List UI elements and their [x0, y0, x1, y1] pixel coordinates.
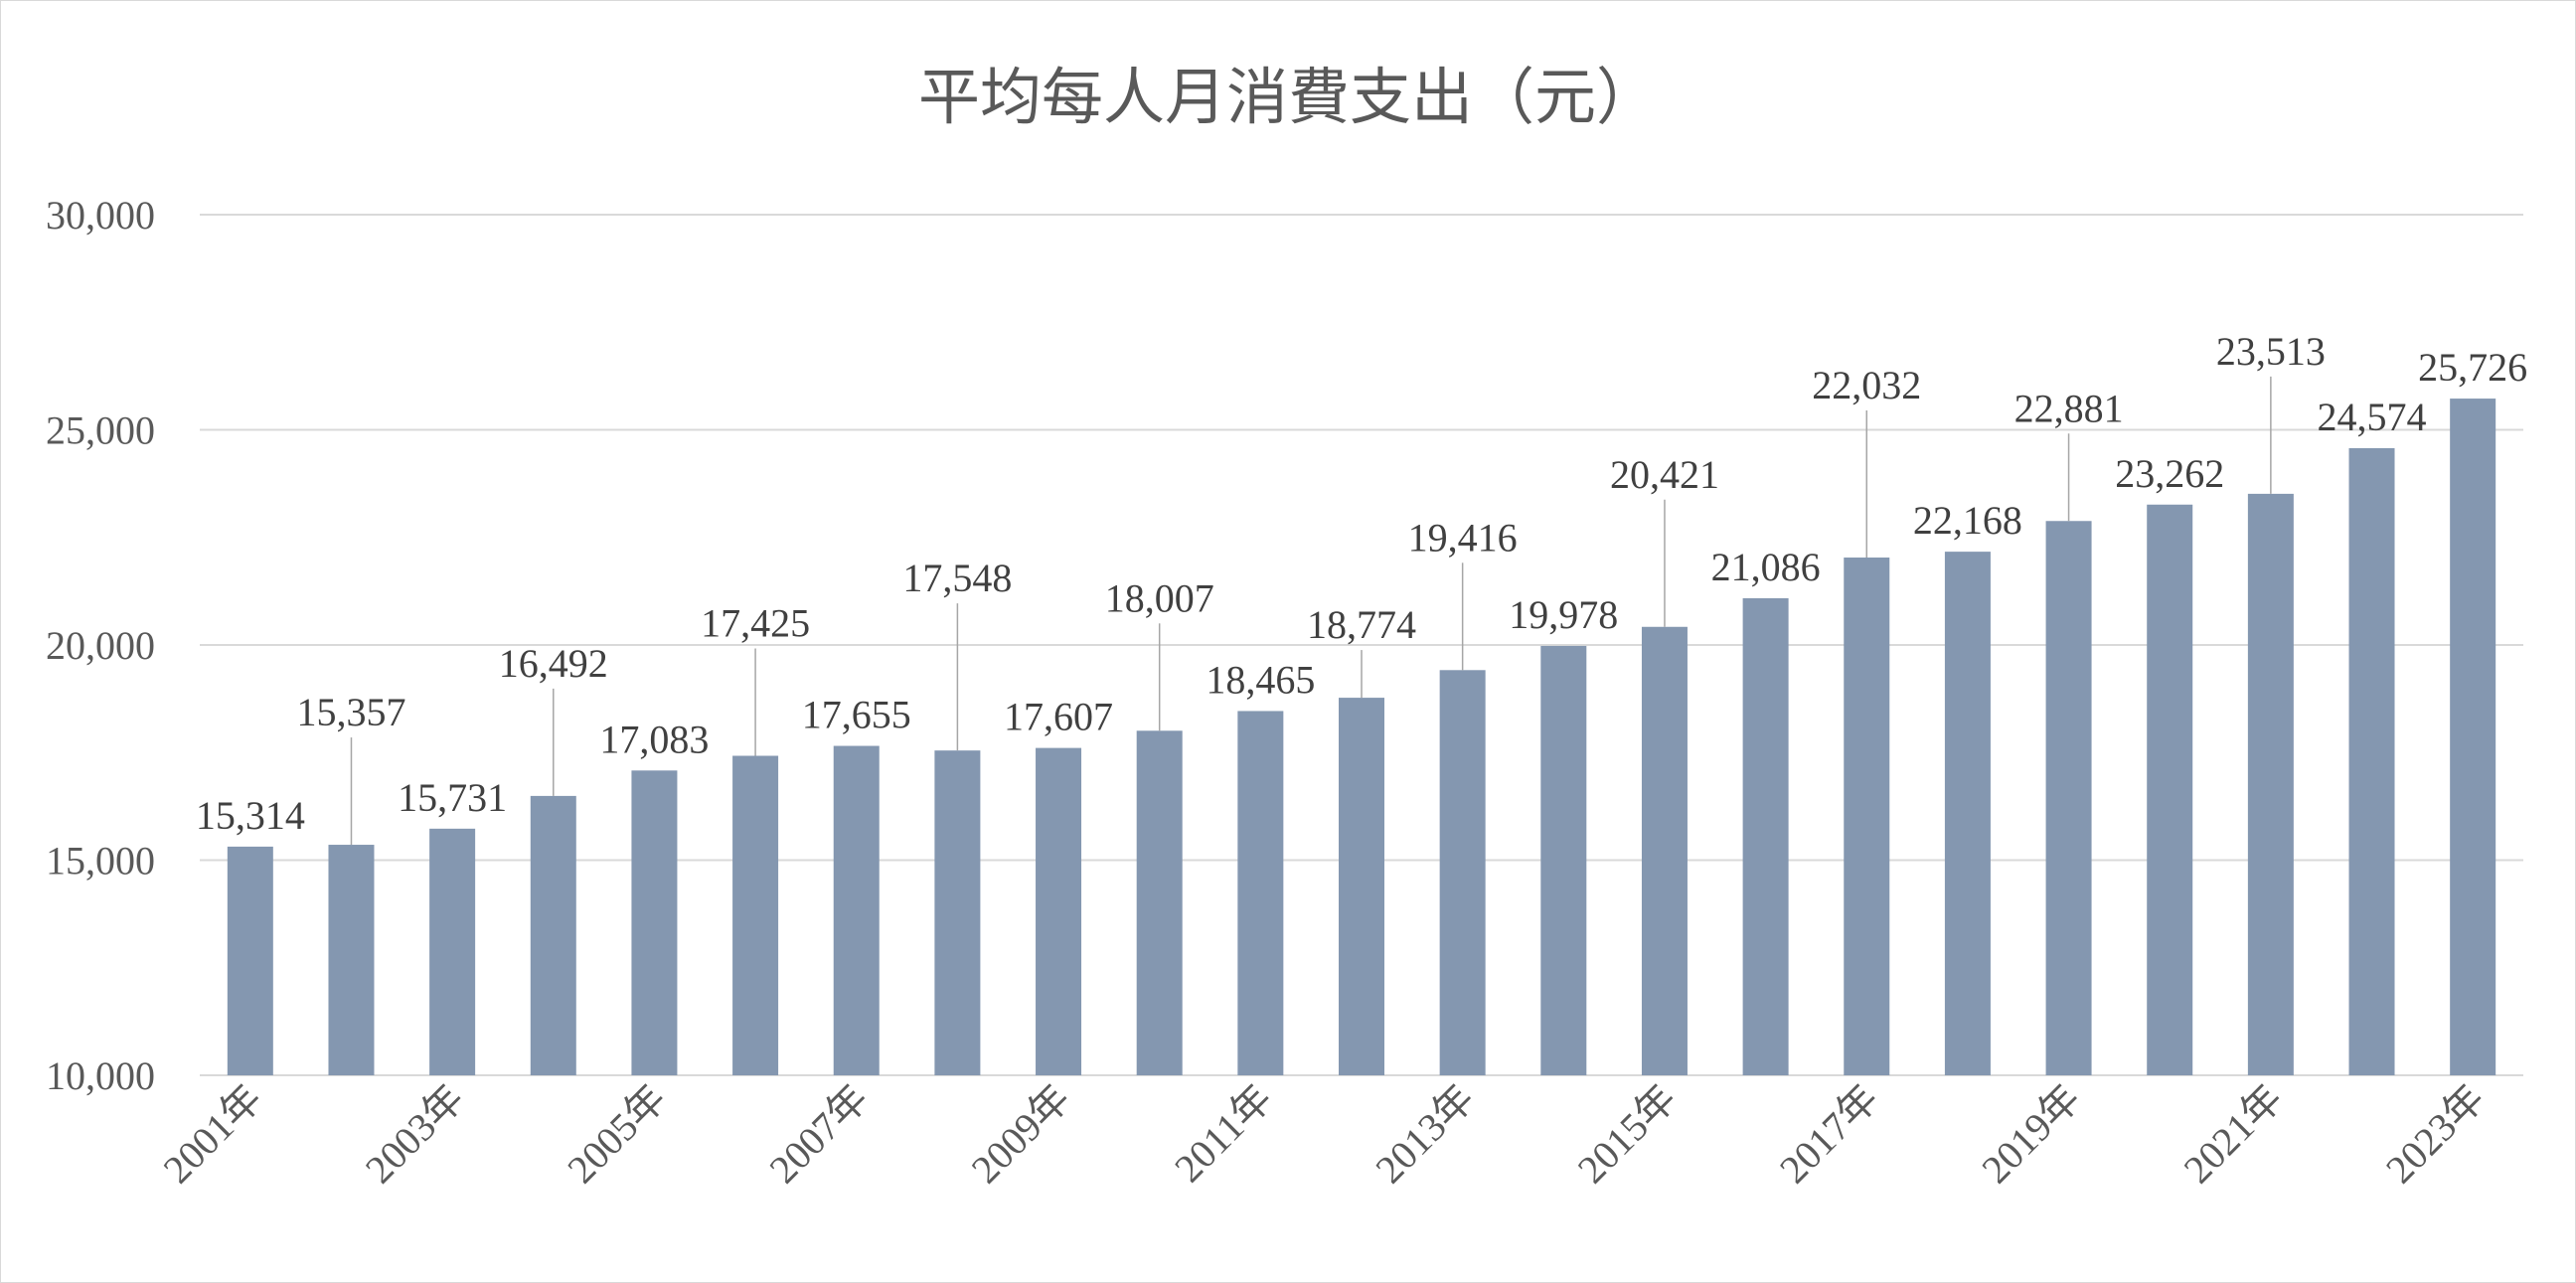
data-label: 23,262: [2115, 451, 2224, 496]
bar: [328, 845, 375, 1075]
data-label: 17,083: [599, 717, 709, 761]
x-tick-label: 2001年: [155, 1076, 271, 1193]
data-label: 25,726: [2418, 345, 2527, 390]
x-tick-label: 2021年: [2175, 1076, 2292, 1193]
y-axis-ticks: 10,000 15,000 20,000 25,000 30,000: [46, 193, 155, 1098]
x-tick-label: 2015年: [1569, 1076, 1686, 1193]
bar: [429, 828, 476, 1075]
y-tick-label: 20,000: [46, 623, 155, 668]
bar: [2247, 493, 2294, 1075]
data-label-leaders: [350, 376, 2272, 846]
data-label: 18,774: [1307, 602, 1416, 647]
bar: [1540, 645, 1587, 1075]
data-label: 22,168: [1913, 498, 2022, 543]
data-label: 19,416: [1408, 515, 1518, 560]
bar: [1742, 597, 1789, 1075]
bar: [1944, 552, 1991, 1075]
bar: [2045, 521, 2092, 1075]
bar: [1439, 670, 1486, 1075]
data-label: 15,731: [398, 775, 507, 820]
data-label: 17,607: [1004, 695, 1113, 739]
data-label: 24,574: [2318, 395, 2427, 439]
bar: [631, 770, 678, 1075]
bar: [934, 750, 981, 1075]
x-tick-label: 2009年: [963, 1076, 1079, 1193]
data-label: 16,492: [499, 641, 608, 686]
bar: [2147, 504, 2193, 1076]
bar: [1237, 711, 1284, 1075]
x-tick-label: 2003年: [357, 1076, 473, 1193]
data-label: 23,513: [2216, 329, 2326, 374]
x-axis-ticks: 2001年 2003年 2005年 2007年 2009年 2011年 2013年 2015年…: [155, 1076, 2494, 1193]
x-tick-label: 2007年: [760, 1076, 877, 1193]
y-tick-label: 15,000: [46, 839, 155, 883]
y-tick-label: 25,000: [46, 408, 155, 453]
bar: [732, 755, 779, 1075]
x-tick-label: 2019年: [1973, 1076, 2089, 1193]
bars: [227, 399, 2496, 1076]
bar: [1136, 730, 1183, 1075]
data-label: 17,548: [902, 556, 1012, 600]
bar: [227, 846, 273, 1075]
gridlines: [200, 214, 2523, 1076]
bar: [2450, 399, 2496, 1075]
data-labels: 15,314 15,357 15,731 16,492 17,083 17,425 17,6…: [196, 329, 2527, 838]
data-label: 17,655: [802, 693, 911, 737]
data-label: 15,314: [196, 793, 305, 838]
chart-title: 平均每人月消費支出（元）: [918, 61, 1658, 133]
bar: [1844, 558, 1890, 1075]
data-label: 19,978: [1509, 592, 1618, 637]
bar: [1339, 698, 1384, 1075]
bar: [530, 795, 576, 1075]
data-label: 18,007: [1105, 575, 1214, 620]
data-label: 18,465: [1206, 657, 1315, 702]
data-label: 17,425: [701, 600, 810, 645]
bar: [1036, 747, 1082, 1075]
bar: [833, 745, 880, 1075]
bar: [1641, 626, 1688, 1075]
x-tick-label: 2023年: [2377, 1076, 2494, 1193]
x-tick-label: 2013年: [1367, 1076, 1483, 1193]
x-tick-label: 2017年: [1771, 1076, 1887, 1193]
y-tick-label: 30,000: [46, 193, 155, 238]
data-label: 15,357: [296, 690, 405, 734]
data-label: 22,881: [2014, 386, 2124, 430]
data-label: 22,032: [1812, 363, 1921, 407]
y-tick-label: 10,000: [46, 1053, 155, 1098]
bar: [2348, 447, 2395, 1075]
x-tick-label: 2005年: [559, 1076, 675, 1193]
data-label: 21,086: [1711, 545, 1821, 589]
x-tick-label: 2011年: [1166, 1076, 1281, 1192]
data-label: 20,421: [1610, 452, 1719, 497]
